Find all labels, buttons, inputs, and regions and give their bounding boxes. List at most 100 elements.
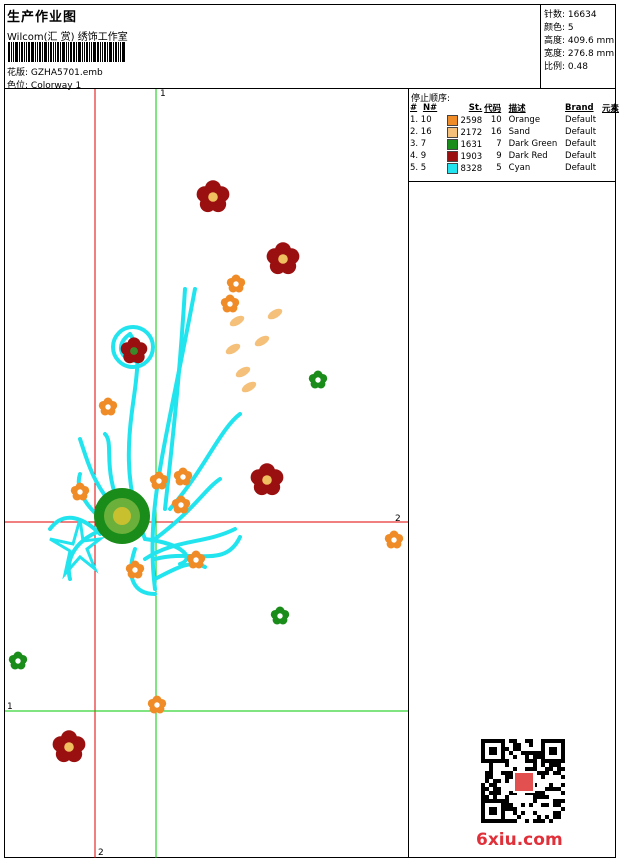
stop-row: 5. 5 8328 5 Cyan Default	[409, 162, 620, 174]
qr-module	[521, 751, 525, 755]
stop-index: 3. 7	[410, 139, 427, 149]
qr-module	[553, 771, 557, 775]
pattern-file: 花版: GZHA5701.emb	[7, 68, 103, 78]
qr-module	[549, 787, 553, 791]
dark-red-flower-5-center	[130, 347, 138, 355]
qr-module	[537, 795, 541, 799]
qr-module	[529, 759, 533, 763]
cyan-frond-2	[163, 287, 187, 511]
qr-module	[561, 775, 565, 779]
stop-description: Sand	[508, 127, 531, 137]
qr-module	[485, 779, 489, 783]
qr-module	[505, 807, 509, 811]
qr-module	[561, 791, 565, 795]
col-needle: N#	[422, 103, 438, 113]
stop-stitches: 8328	[446, 162, 483, 174]
stop-description: Cyan	[508, 163, 531, 173]
orange-flower-4-center	[77, 489, 83, 495]
col-index: #	[410, 103, 418, 113]
qr-module	[505, 747, 509, 751]
dark-red-flower-4-center	[64, 742, 74, 752]
qr-module	[513, 739, 517, 743]
qr-module	[553, 815, 557, 819]
page-frame	[4, 4, 616, 858]
stop-index: 2. 16	[410, 127, 432, 137]
dark-red-flower-1-center	[208, 192, 218, 202]
col-element: 元素	[601, 104, 619, 114]
orange-flower-2-center	[227, 301, 233, 307]
orange-flower-6-center	[178, 502, 184, 508]
qr-module	[481, 787, 485, 791]
qr-module	[493, 795, 497, 799]
stop-brand: Default	[565, 163, 597, 173]
qr-module	[557, 767, 561, 771]
qr-module	[557, 815, 561, 819]
orange-flower-7-center	[156, 478, 162, 484]
qr-module	[533, 767, 537, 771]
qr-module	[553, 811, 557, 815]
qr-module	[537, 771, 541, 775]
qr-module	[493, 787, 497, 791]
col-brand: Brand	[565, 103, 594, 113]
stop-table-header: # N# St. 代码 描述 Brand 元素	[409, 102, 620, 114]
color-count: 颜色: 5	[544, 23, 574, 33]
qr-module	[533, 763, 537, 767]
cyan-star-leaf	[49, 518, 106, 580]
qr-finder-core	[489, 747, 497, 755]
qr-module	[541, 795, 545, 799]
qr-module	[561, 807, 565, 811]
qr-module	[533, 755, 537, 759]
cyan-frond-14	[143, 537, 189, 566]
dark-green-flower-2-center	[277, 613, 283, 619]
stop-code: 16	[490, 127, 502, 137]
qr-module	[533, 751, 537, 755]
cyan-loop	[111, 325, 155, 369]
qr-module	[553, 787, 557, 791]
pattern-file-value: GZHA5701.emb	[30, 68, 103, 78]
design-scale: 比例: 0.48	[544, 62, 588, 72]
orange-flower-3-center	[105, 404, 111, 410]
col-description: 描述	[508, 104, 526, 114]
guide-label-h1: 1	[7, 702, 13, 712]
qr-module	[505, 763, 509, 767]
orange-flower-10-center	[391, 537, 397, 543]
qr-module	[505, 819, 509, 823]
qr-module	[525, 751, 529, 755]
sand-leaf-3	[225, 343, 241, 355]
color-swatch	[446, 138, 458, 150]
orange-flower-8-center	[132, 567, 138, 573]
qr-module	[545, 771, 549, 775]
qr-module	[545, 795, 549, 799]
qr-module	[521, 803, 525, 807]
qr-module	[517, 743, 521, 747]
watermark: 6xiu.com	[476, 830, 563, 850]
qr-module	[525, 819, 529, 823]
qr-module	[529, 739, 533, 743]
qr-module	[481, 783, 485, 787]
guide-label-h2: 2	[395, 514, 401, 524]
qr-module	[493, 783, 497, 787]
qr-module	[485, 775, 489, 779]
stop-row: 1. 10 2598 10 Orange Default	[409, 114, 620, 126]
cyan-frond-1	[150, 287, 197, 591]
qr-module	[561, 767, 565, 771]
company-name: Wilcom(汇 赏) 绣饰工作室	[7, 32, 128, 43]
cyan-frond-16	[48, 515, 102, 536]
colorway: 色位: Colorway 1	[7, 81, 82, 91]
qr-module	[537, 819, 541, 823]
sand-leaf-5	[241, 381, 257, 393]
qr-logo	[515, 773, 533, 791]
qr-module	[513, 811, 517, 815]
dark-green-flower-3-center	[15, 658, 21, 664]
stop-stitches: 2598	[446, 114, 483, 126]
stop-stitches: 1631	[446, 138, 483, 150]
stop-description: Dark Green	[508, 139, 558, 149]
qr-module	[529, 767, 533, 771]
sand-leaf-2	[254, 335, 270, 347]
qr-module	[505, 759, 509, 763]
qr-module	[513, 819, 517, 823]
qr-module	[505, 779, 509, 783]
qr-module	[541, 803, 545, 807]
stop-index: 5. 5	[410, 163, 427, 173]
qr-module	[489, 763, 493, 767]
